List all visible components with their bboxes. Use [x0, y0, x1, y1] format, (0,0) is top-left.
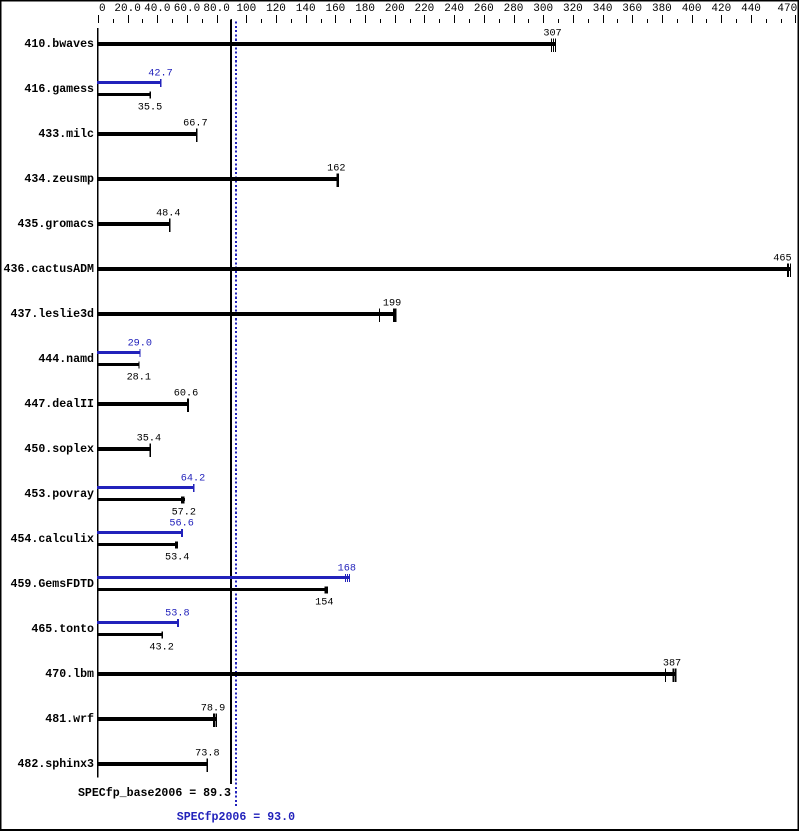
svg-text:168: 168 [338, 564, 356, 575]
svg-text:416.gamess: 416.gamess [24, 83, 94, 96]
svg-text:20.0: 20.0 [114, 3, 140, 15]
svg-text:200: 200 [385, 3, 405, 15]
svg-text:433.milc: 433.milc [38, 128, 94, 141]
svg-text:387: 387 [663, 659, 681, 670]
svg-text:340: 340 [593, 3, 613, 15]
svg-text:447.dealII: 447.dealII [24, 398, 94, 411]
svg-text:53.4: 53.4 [165, 553, 189, 564]
svg-text:78.9: 78.9 [201, 704, 225, 715]
svg-text:260: 260 [474, 3, 494, 15]
svg-text:436.cactusADM: 436.cactusADM [4, 263, 94, 276]
svg-text:360: 360 [622, 3, 642, 15]
svg-text:42.7: 42.7 [148, 69, 172, 80]
svg-text:100: 100 [236, 3, 256, 15]
svg-text:29.0: 29.0 [128, 339, 152, 350]
svg-text:154: 154 [315, 598, 333, 609]
svg-text:180: 180 [355, 3, 375, 15]
svg-text:66.7: 66.7 [183, 119, 207, 130]
svg-text:465.tonto: 465.tonto [31, 623, 94, 636]
svg-text:450.soplex: 450.soplex [24, 443, 94, 456]
svg-text:437.leslie3d: 437.leslie3d [11, 308, 95, 321]
svg-text:380: 380 [652, 3, 672, 15]
svg-text:440: 440 [741, 3, 761, 15]
svg-text:435.gromacs: 435.gromacs [17, 218, 94, 231]
svg-text:470.lbm: 470.lbm [45, 668, 94, 681]
svg-text:SPECfp_base2006 = 89.3: SPECfp_base2006 = 89.3 [78, 787, 231, 800]
svg-text:300: 300 [533, 3, 553, 15]
svg-text:199: 199 [383, 299, 401, 310]
svg-text:240: 240 [444, 3, 464, 15]
svg-text:48.4: 48.4 [156, 209, 180, 220]
svg-text:SPECfp2006 = 93.0: SPECfp2006 = 93.0 [177, 811, 295, 824]
svg-text:454.calculix: 454.calculix [11, 533, 95, 546]
svg-text:35.5: 35.5 [138, 103, 162, 114]
svg-text:73.8: 73.8 [195, 749, 219, 760]
svg-text:481.wrf: 481.wrf [45, 713, 94, 726]
svg-text:470: 470 [777, 3, 797, 15]
svg-text:280: 280 [504, 3, 524, 15]
svg-text:434.zeusmp: 434.zeusmp [24, 173, 94, 186]
svg-text:56.6: 56.6 [169, 519, 193, 530]
svg-text:410.bwaves: 410.bwaves [24, 38, 94, 51]
svg-text:60.6: 60.6 [174, 389, 198, 400]
svg-text:35.4: 35.4 [137, 434, 161, 445]
svg-text:465: 465 [773, 254, 791, 265]
svg-text:320: 320 [563, 3, 583, 15]
svg-text:162: 162 [327, 164, 345, 175]
svg-text:220: 220 [414, 3, 434, 15]
svg-text:80.0: 80.0 [203, 3, 229, 15]
svg-text:28.1: 28.1 [127, 373, 151, 384]
svg-text:420: 420 [711, 3, 731, 15]
svg-text:0: 0 [99, 3, 106, 15]
svg-text:40.0: 40.0 [144, 3, 170, 15]
svg-text:120: 120 [266, 3, 286, 15]
svg-text:400: 400 [682, 3, 702, 15]
svg-text:64.2: 64.2 [181, 474, 205, 485]
svg-text:444.namd: 444.namd [38, 353, 94, 366]
svg-text:43.2: 43.2 [149, 643, 173, 654]
svg-text:140: 140 [296, 3, 316, 15]
svg-text:482.sphinx3: 482.sphinx3 [17, 758, 94, 771]
svg-text:60.0: 60.0 [174, 3, 200, 15]
svg-text:307: 307 [543, 29, 561, 40]
svg-text:453.povray: 453.povray [24, 488, 94, 501]
svg-text:53.8: 53.8 [165, 609, 189, 620]
svg-text:459.GemsFDTD: 459.GemsFDTD [11, 578, 95, 591]
svg-text:160: 160 [325, 3, 345, 15]
svg-text:57.2: 57.2 [172, 508, 196, 519]
